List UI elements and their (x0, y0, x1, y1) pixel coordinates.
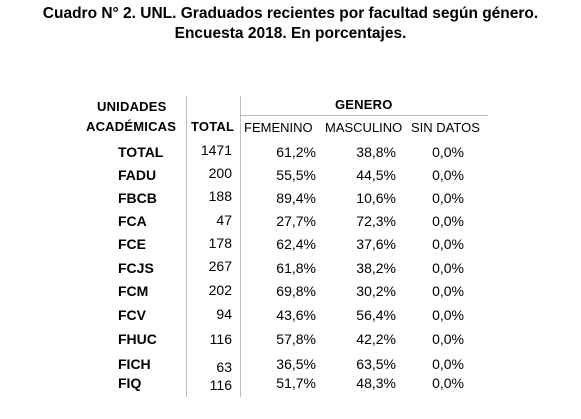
sin-datos-cell: 0,0% (432, 260, 464, 276)
unit-cell: FCE (118, 236, 146, 252)
total-cell: 116 (209, 331, 232, 347)
sin-datos-cell: 0,0% (432, 144, 464, 160)
femenino-cell: 57,8% (276, 331, 316, 347)
total-cell: 200 (208, 165, 232, 181)
total-cell: 202 (208, 282, 232, 298)
masculino-cell: 38,8% (356, 144, 396, 160)
header-divider-genero (240, 115, 488, 116)
unit-cell: FCJS (118, 260, 154, 276)
column-divider-units (186, 96, 187, 397)
sin-datos-cell: 0,0% (432, 375, 464, 391)
femenino-cell: 89,4% (276, 190, 316, 206)
femenino-cell: 55,5% (276, 167, 316, 183)
table-title-line-2: Encuesta 2018. En porcentajes. (174, 25, 407, 42)
masculino-cell: 30,2% (356, 283, 396, 299)
header-sin-datos: SIN DATOS (411, 120, 480, 135)
femenino-cell: 43,6% (276, 307, 316, 323)
header-femenino: FEMENINO (244, 120, 313, 135)
sin-datos-cell: 0,0% (432, 236, 464, 252)
femenino-cell: 62,4% (276, 236, 316, 252)
sin-datos-cell: 0,0% (432, 167, 464, 183)
sin-datos-cell: 0,0% (432, 307, 464, 323)
unit-cell: FCV (118, 307, 146, 323)
unit-cell: FBCB (118, 190, 157, 206)
femenino-cell: 61,2% (276, 144, 316, 160)
total-cell: 116 (209, 377, 232, 393)
total-cell: 267 (208, 258, 232, 274)
femenino-cell: 69,8% (276, 283, 316, 299)
sin-datos-cell: 0,0% (432, 283, 464, 299)
header-academicas: ACADÉMICAS (86, 119, 177, 134)
table-title-line-1: Cuadro N° 2. UNL. Graduados recientes po… (42, 5, 539, 22)
masculino-cell: 72,3% (356, 213, 396, 229)
femenino-cell: 61,8% (276, 260, 316, 276)
masculino-cell: 48,3% (356, 375, 396, 391)
femenino-cell: 51,7% (276, 375, 316, 391)
unit-cell: FCA (118, 213, 147, 229)
total-cell: 188 (208, 188, 232, 204)
masculino-cell: 56,4% (356, 307, 396, 323)
masculino-cell: 10,6% (356, 190, 396, 206)
sin-datos-cell: 0,0% (432, 331, 464, 347)
total-cell: 63 (216, 359, 232, 375)
sin-datos-cell: 0,0% (432, 213, 464, 229)
header-genero: GENERO (335, 97, 393, 112)
masculino-cell: 44,5% (356, 167, 396, 183)
unit-cell: FCM (118, 283, 149, 299)
header-unidades: UNIDADES (97, 99, 167, 114)
total-cell: 94 (216, 306, 232, 322)
masculino-cell: 38,2% (356, 260, 396, 276)
unit-cell: FICH (118, 356, 151, 372)
unit-cell: TOTAL (118, 144, 164, 160)
sin-datos-cell: 0,0% (432, 356, 464, 372)
total-cell: 1471 (200, 142, 232, 158)
unit-cell: FADU (118, 167, 157, 183)
femenino-cell: 27,7% (276, 213, 316, 229)
masculino-cell: 63,5% (356, 356, 396, 372)
sin-datos-cell: 0,0% (432, 190, 464, 206)
header-total: TOTAL (191, 119, 235, 134)
masculino-cell: 37,6% (356, 236, 396, 252)
masculino-cell: 42,2% (356, 331, 396, 347)
unit-cell: FHUC (118, 331, 157, 347)
unit-cell: FIQ (118, 375, 142, 391)
column-divider-total (240, 96, 241, 397)
femenino-cell: 36,5% (276, 356, 316, 372)
header-masculino: MASCULINO (325, 120, 403, 135)
total-cell: 178 (208, 235, 232, 251)
total-cell: 47 (216, 212, 232, 228)
